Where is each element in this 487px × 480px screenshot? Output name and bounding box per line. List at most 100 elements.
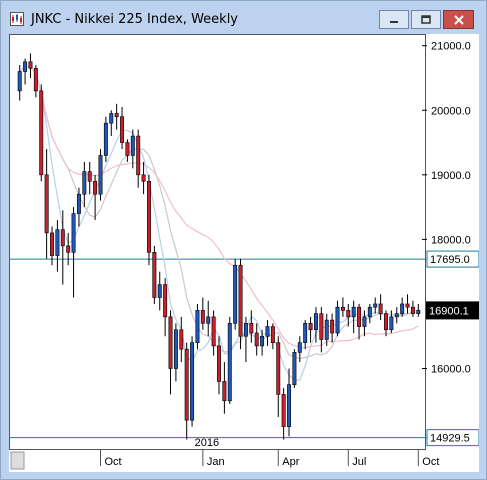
candle-body [254, 332, 259, 347]
candle-body [168, 316, 173, 369]
title-bar[interactable]: JNKC - Nikkei 225 Index, Weekly [1, 1, 486, 34]
y-tick-label: 21000.0 [431, 41, 471, 53]
candle-body [249, 323, 254, 334]
y-tick-label: 19000.0 [431, 170, 471, 182]
candle-body [39, 90, 44, 176]
close-icon [453, 14, 464, 25]
candle-body [33, 67, 38, 92]
candle-body [362, 316, 367, 327]
chart-scroll-handle[interactable] [10, 451, 25, 470]
candle-body [200, 310, 205, 324]
candle-body [173, 329, 178, 369]
maximize-button[interactable] [411, 10, 441, 29]
minimize-button[interactable] [379, 10, 409, 29]
candle-body [270, 326, 275, 343]
candle-body [238, 264, 243, 337]
candle-body [400, 303, 405, 314]
last-price-box [426, 301, 479, 320]
candle-body [195, 310, 200, 343]
candle-body [23, 61, 28, 72]
candle-body [217, 345, 221, 382]
window-title: JNKC - Nikkei 225 Index, Weekly [31, 12, 238, 27]
candle-body [367, 306, 372, 318]
candle-body [276, 342, 281, 395]
minimize-icon [390, 20, 398, 23]
candle-body [260, 335, 265, 347]
x-tick-label: Oct [104, 456, 121, 468]
candle-body [28, 61, 33, 69]
candle-body [233, 264, 238, 324]
last-price-label: 16900.1 [429, 305, 469, 317]
candle-body [163, 284, 168, 318]
x-tick-label: Apr [282, 456, 299, 468]
candle-body [319, 313, 324, 340]
candle-body [71, 213, 76, 253]
candle-body [227, 323, 232, 402]
candle-body [87, 171, 92, 182]
candle-body [410, 306, 415, 314]
candle-body [93, 180, 98, 195]
price-chart[interactable]: 17695.0 14929.5 21000.0 20000.0 19000.0 18000… [9, 34, 480, 472]
candle-body [55, 229, 60, 256]
candle-body [147, 180, 151, 253]
candle-body [394, 313, 399, 318]
candle-body [335, 306, 340, 334]
y-tick-label: 20000.0 [431, 105, 471, 117]
candle-body [281, 394, 286, 427]
candle-body [351, 306, 356, 318]
x-tick-label: Jul [352, 456, 366, 468]
candle-body [287, 384, 291, 427]
chart-app-icon [10, 12, 24, 26]
candle-body [82, 171, 87, 195]
candle-body [243, 323, 248, 337]
candle-body [373, 303, 378, 308]
candle-body [179, 329, 184, 350]
candle-body [222, 381, 227, 402]
close-button[interactable] [443, 10, 474, 29]
chart-area[interactable]: 17695.0 14929.5 21000.0 20000.0 19000.0 18000… [9, 34, 480, 472]
candle-body [76, 193, 81, 214]
candle-body [152, 251, 157, 298]
y-tick-label: 16000.0 [431, 364, 471, 376]
year-marker-label: 2016 [195, 437, 219, 449]
candle-body [378, 303, 383, 314]
candle-body [103, 122, 108, 156]
candle-body [313, 313, 318, 331]
candle-body [416, 310, 421, 314]
candle-body [98, 155, 103, 195]
candle-body [17, 71, 22, 92]
candle-body [308, 323, 313, 331]
candle-body [389, 316, 394, 331]
candle-body [141, 174, 146, 182]
x-tick-label: Oct [422, 456, 439, 468]
y-tick-label: 18000.0 [431, 234, 471, 246]
candle-body [340, 306, 345, 311]
candle-body [130, 135, 135, 156]
candle-body [297, 342, 302, 353]
candle-body [109, 113, 114, 124]
candle-body [60, 229, 65, 247]
candle-body [265, 326, 270, 337]
candle-body [190, 342, 195, 421]
candle-body [292, 352, 297, 385]
level-label: 17695.0 [430, 254, 470, 266]
candle-body [357, 306, 362, 327]
candle-body [346, 310, 351, 318]
candle-body [125, 142, 130, 156]
candle-body [324, 319, 329, 340]
candle-body [120, 116, 125, 143]
candle-body [206, 316, 211, 324]
candle-body [330, 319, 335, 334]
candle-body [44, 174, 49, 234]
level-label: 14929.5 [430, 433, 470, 445]
candle-body [184, 348, 189, 421]
candle-body [405, 303, 410, 308]
candle-body [50, 232, 54, 256]
maximize-icon [421, 14, 431, 24]
candle-body [384, 313, 388, 331]
candle-body [157, 284, 162, 298]
candle-body [211, 316, 216, 347]
x-tick-label: Jan [207, 456, 225, 468]
candle-body [114, 113, 119, 118]
